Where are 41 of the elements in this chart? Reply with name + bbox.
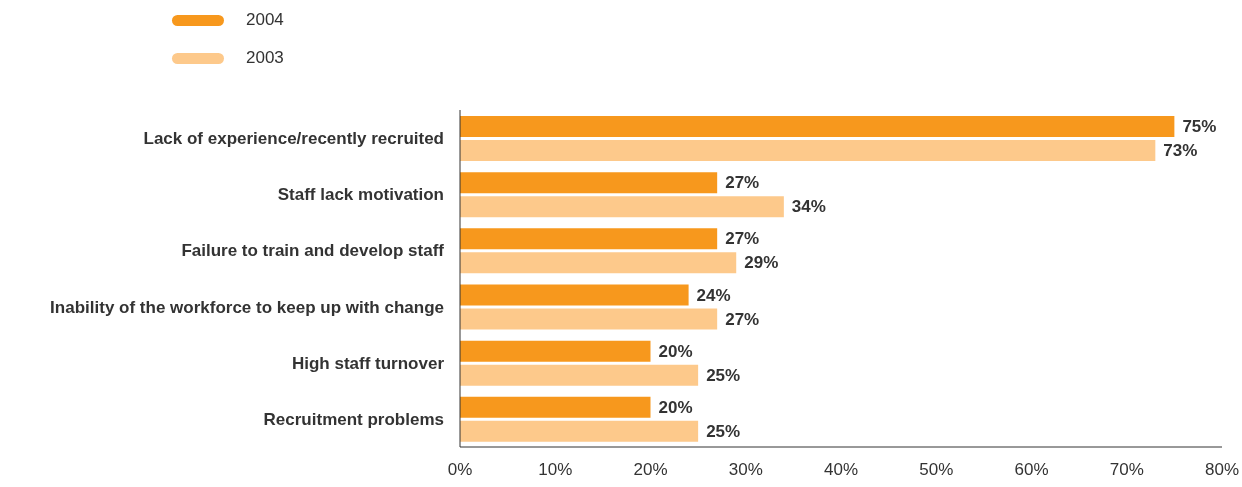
data-label: 29% bbox=[744, 253, 779, 273]
x-tick-label: 10% bbox=[538, 460, 573, 480]
data-label: 27% bbox=[725, 229, 760, 249]
bar bbox=[460, 116, 1175, 137]
data-label: 20% bbox=[658, 397, 693, 417]
x-tick-label: 80% bbox=[1204, 460, 1240, 480]
x-tick-label: 50% bbox=[919, 460, 954, 480]
y-tick-label: High staff turnover bbox=[291, 353, 445, 373]
y-tick-label: Failure to train and develop staff bbox=[181, 241, 445, 261]
data-label: 34% bbox=[791, 197, 826, 217]
data-label: 25% bbox=[706, 421, 741, 441]
legend-label: 2003 bbox=[246, 48, 284, 68]
bar bbox=[460, 364, 699, 386]
data-label: 73% bbox=[1163, 141, 1198, 160]
bar bbox=[460, 340, 651, 362]
bar bbox=[460, 252, 737, 274]
bar bbox=[460, 228, 718, 250]
data-label: 75% bbox=[1182, 117, 1217, 136]
data-label: 27% bbox=[725, 309, 760, 329]
bar bbox=[460, 196, 784, 218]
legend-label: 2004 bbox=[246, 10, 284, 30]
y-tick-label: Staff lack motivation bbox=[277, 185, 444, 205]
bar bbox=[460, 284, 689, 306]
bar bbox=[460, 420, 699, 442]
x-tick-label: 70% bbox=[1109, 460, 1144, 480]
bar bbox=[460, 308, 718, 330]
bar bbox=[460, 140, 1156, 161]
x-tick-label: 0% bbox=[447, 460, 473, 480]
x-tick-label: 20% bbox=[633, 460, 668, 480]
bar bbox=[460, 396, 651, 418]
x-tick-label: 60% bbox=[1014, 460, 1049, 480]
bar bbox=[460, 172, 718, 194]
data-label: 20% bbox=[658, 341, 693, 361]
data-label: 27% bbox=[725, 173, 760, 193]
data-label: 24% bbox=[696, 285, 731, 305]
x-tick-label: 40% bbox=[823, 460, 859, 480]
y-tick-label: Recruitment problems bbox=[263, 409, 444, 429]
y-tick-label: Inability of the workforce to keep up with change bbox=[50, 297, 444, 317]
data-label: 25% bbox=[706, 365, 741, 385]
y-tick-label: Lack of experience/recently recruited bbox=[143, 129, 444, 149]
x-tick-label: 30% bbox=[728, 460, 763, 480]
